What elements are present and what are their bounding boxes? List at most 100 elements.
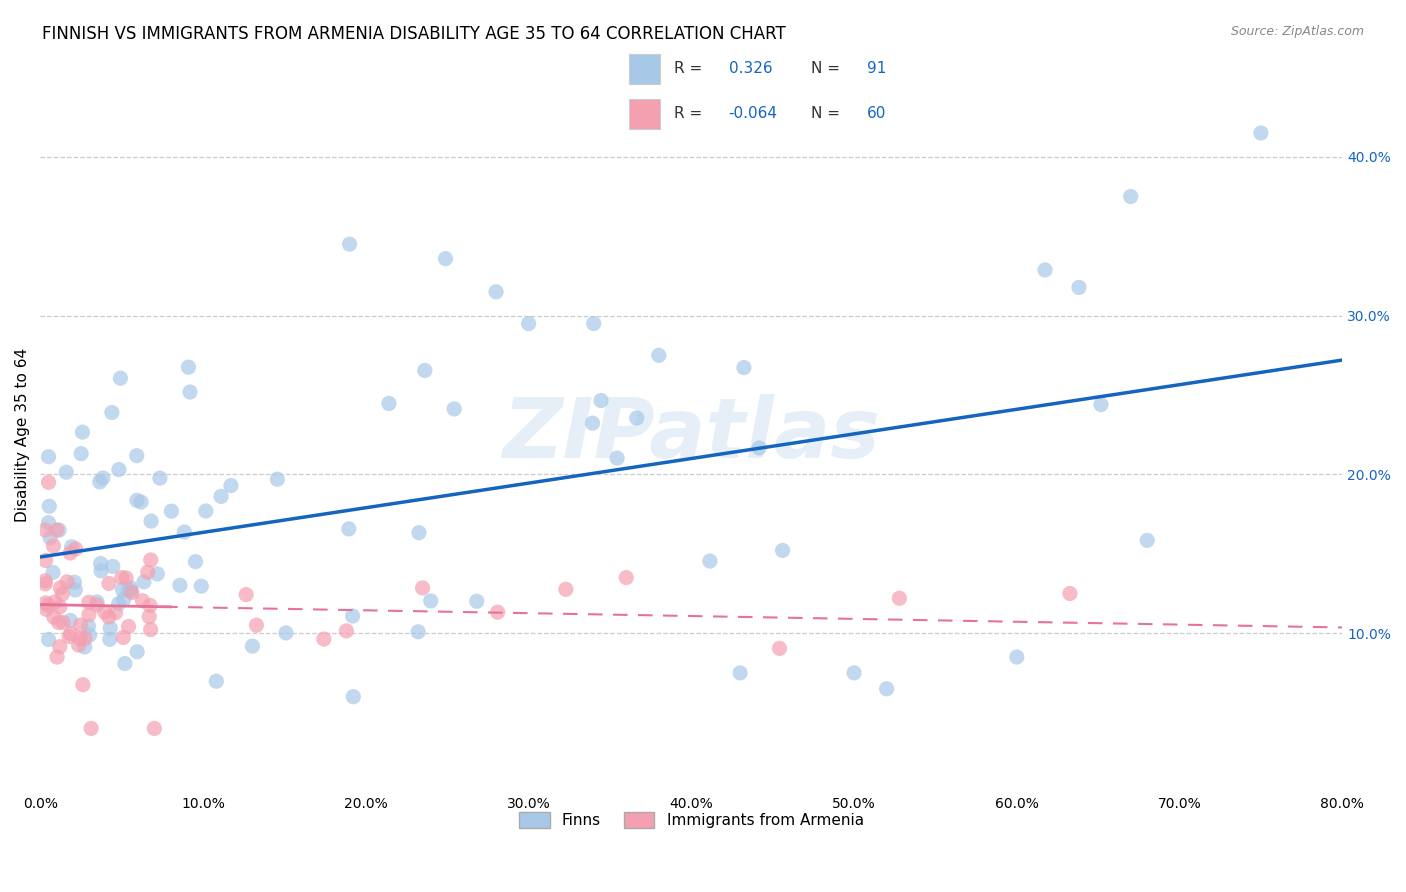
Point [129,495,152,509]
Point [139,553,162,567]
Point [132,574,155,589]
Point [412,581,434,595]
Point [190,579,212,593]
Point [378,396,401,410]
Point [245,618,267,632]
Point [73,632,96,646]
Point [143,722,166,736]
Point [42,539,65,553]
Point [77,607,100,622]
Point [733,360,755,375]
Y-axis label: Disability Age 35 to 64: Disability Age 35 to 64 [15,348,30,522]
Point [146,566,169,581]
Point [97,610,120,624]
Point [45,523,67,537]
Point [37,598,59,612]
Point [48,523,70,537]
Point [72,678,94,692]
Point [115,571,138,585]
Point [77,595,100,609]
Point [46,650,69,665]
Text: ZIPatlas: ZIPatlas [502,394,880,475]
Point [48,615,70,630]
Point [44,595,66,609]
Point [56,574,79,589]
Point [179,384,201,399]
Point [876,681,898,696]
Point [90,557,112,571]
Point [772,543,794,558]
Point [408,525,430,540]
Point [111,571,134,585]
Point [34,574,56,588]
Point [342,609,364,624]
Point [65,541,87,556]
Point [58,630,80,644]
Point [136,566,159,580]
Point [38,500,60,514]
Point [67,638,90,652]
Point [101,405,124,419]
Point [90,564,112,578]
Text: -0.064: -0.064 [728,106,778,121]
Point [1250,126,1272,140]
Point [1119,189,1142,203]
Point [38,632,60,647]
Point [79,628,101,642]
Point [35,602,58,616]
Point [104,606,127,620]
Point [177,360,200,375]
Point [139,599,162,613]
Point [77,619,100,633]
Point [1090,398,1112,412]
Point [52,615,75,630]
Point [86,598,108,612]
Point [589,393,612,408]
Point [73,640,96,654]
Point [97,576,120,591]
Point [1067,280,1090,294]
Point [889,591,911,606]
Text: Source: ZipAtlas.com: Source: ZipAtlas.com [1230,25,1364,38]
Point [94,605,117,619]
Text: 60: 60 [866,106,886,121]
Point [1136,533,1159,548]
Point [112,631,135,645]
Point [1059,586,1081,600]
Point [606,451,628,466]
Point [614,571,637,585]
Point [581,416,603,430]
Point [112,592,135,607]
Point [648,348,671,362]
Point [242,639,264,653]
Legend: Finns, Immigrants from Armenia: Finns, Immigrants from Armenia [513,806,870,834]
Point [70,447,93,461]
Point [86,595,108,609]
Point [127,645,149,659]
Point [419,594,441,608]
Point [80,722,103,736]
Point [138,609,160,624]
Point [699,554,721,568]
Text: R =: R = [673,61,702,76]
Point [101,559,124,574]
Point [38,516,60,530]
Point [274,626,297,640]
Point [337,522,360,536]
Point [121,585,143,599]
Point [335,624,357,638]
Text: N =: N = [811,61,841,76]
Point [117,619,139,633]
Point [125,449,148,463]
Point [728,665,751,680]
Point [131,594,153,608]
Point [125,493,148,508]
Point [120,581,142,595]
Point [1005,650,1028,665]
Text: 0.326: 0.326 [728,61,772,76]
Text: 91: 91 [866,61,886,76]
Point [120,584,142,599]
Point [35,596,58,610]
Point [42,610,65,624]
Point [49,599,72,614]
